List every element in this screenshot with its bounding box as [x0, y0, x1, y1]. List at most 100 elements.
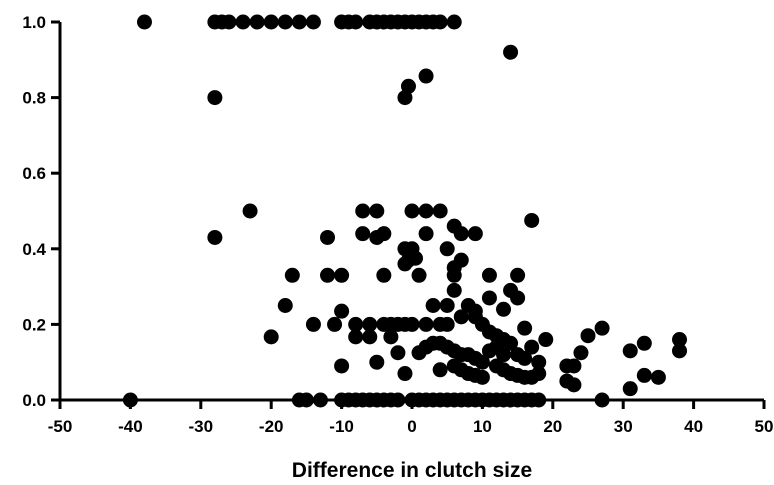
x-tick-label: 20	[543, 417, 562, 436]
data-point	[207, 90, 223, 106]
data-point	[390, 345, 406, 361]
data-point	[524, 339, 540, 355]
data-point	[566, 377, 582, 393]
data-point	[400, 78, 416, 94]
data-point	[362, 316, 378, 332]
data-point	[320, 229, 336, 245]
data-point	[510, 267, 526, 283]
data-point	[566, 358, 582, 374]
data-point	[334, 358, 350, 374]
data-point	[355, 203, 371, 219]
data-point	[376, 226, 392, 242]
data-point	[305, 14, 321, 30]
data-point	[496, 301, 512, 317]
data-point	[418, 226, 434, 242]
data-point	[376, 267, 392, 283]
data-point	[418, 203, 434, 219]
x-tick-label: 0	[407, 417, 416, 436]
data-point	[432, 362, 448, 378]
x-tick-label: 50	[755, 417, 774, 436]
x-tick-label: -10	[329, 417, 354, 436]
y-tick-label: 0.6	[22, 164, 46, 183]
data-point	[531, 366, 547, 382]
data-point	[439, 316, 455, 332]
x-tick-label: -50	[48, 417, 73, 436]
y-tick-label: 0.4	[22, 240, 46, 259]
data-point	[481, 267, 497, 283]
data-point	[277, 14, 293, 30]
x-tick-label: 40	[684, 417, 703, 436]
data-point	[263, 14, 279, 30]
data-point	[672, 343, 688, 359]
data-point	[334, 303, 350, 319]
y-tick-label: 1.0	[22, 13, 46, 32]
data-point	[446, 267, 462, 283]
data-point	[531, 354, 547, 370]
data-point	[517, 350, 533, 366]
data-point	[510, 290, 526, 306]
data-point	[496, 347, 512, 363]
data-point	[249, 14, 265, 30]
x-tick-label: -20	[259, 417, 284, 436]
data-point	[524, 212, 540, 228]
data-point	[348, 316, 364, 332]
y-tick-label: 0.8	[22, 89, 46, 108]
data-point	[383, 329, 399, 345]
data-point	[334, 267, 350, 283]
data-point	[538, 332, 554, 348]
x-tick-label: -40	[118, 417, 143, 436]
data-points	[122, 14, 688, 408]
data-point	[397, 366, 413, 382]
data-point	[408, 250, 424, 266]
data-point	[242, 203, 258, 219]
y-tick-label: 0.2	[22, 315, 46, 334]
data-point	[481, 290, 497, 306]
data-point	[650, 369, 666, 385]
data-point	[453, 252, 469, 268]
data-point	[418, 316, 434, 332]
data-point	[207, 229, 223, 245]
data-point	[503, 335, 519, 351]
x-tick-label: 30	[614, 417, 633, 436]
data-point	[517, 320, 533, 336]
data-point	[453, 309, 469, 325]
y-ticks: 0.0 0.2 0.4 0.6 0.8 1.0	[22, 13, 60, 410]
data-point	[136, 14, 152, 30]
data-point	[369, 354, 385, 370]
x-axis-title: Difference in clutch size	[292, 459, 532, 482]
data-point	[594, 320, 610, 336]
data-point	[425, 298, 441, 313]
data-point	[369, 203, 385, 219]
data-point	[284, 267, 300, 283]
x-tick-label: -30	[189, 417, 214, 436]
data-point	[418, 68, 434, 84]
data-point	[474, 369, 490, 385]
data-point	[474, 354, 490, 370]
data-point	[291, 14, 307, 30]
data-point	[573, 345, 589, 361]
x-tick-label: 10	[473, 417, 492, 436]
data-point	[439, 241, 455, 257]
data-point	[636, 367, 652, 383]
data-point	[622, 381, 638, 397]
data-point	[305, 316, 321, 332]
data-point	[453, 226, 469, 242]
data-point	[320, 267, 336, 283]
data-point	[221, 14, 237, 30]
data-point	[432, 203, 448, 219]
data-point	[277, 298, 293, 313]
data-point	[411, 267, 427, 283]
data-point	[622, 343, 638, 359]
data-point	[235, 14, 251, 30]
data-point	[263, 329, 279, 345]
data-point	[446, 14, 462, 30]
data-point	[446, 282, 462, 298]
data-point	[580, 328, 596, 344]
data-point	[439, 298, 455, 313]
data-point	[404, 316, 420, 332]
y-tick-label: 0.0	[22, 391, 46, 410]
data-point	[467, 226, 483, 242]
data-point	[362, 329, 378, 345]
data-point	[672, 332, 688, 348]
